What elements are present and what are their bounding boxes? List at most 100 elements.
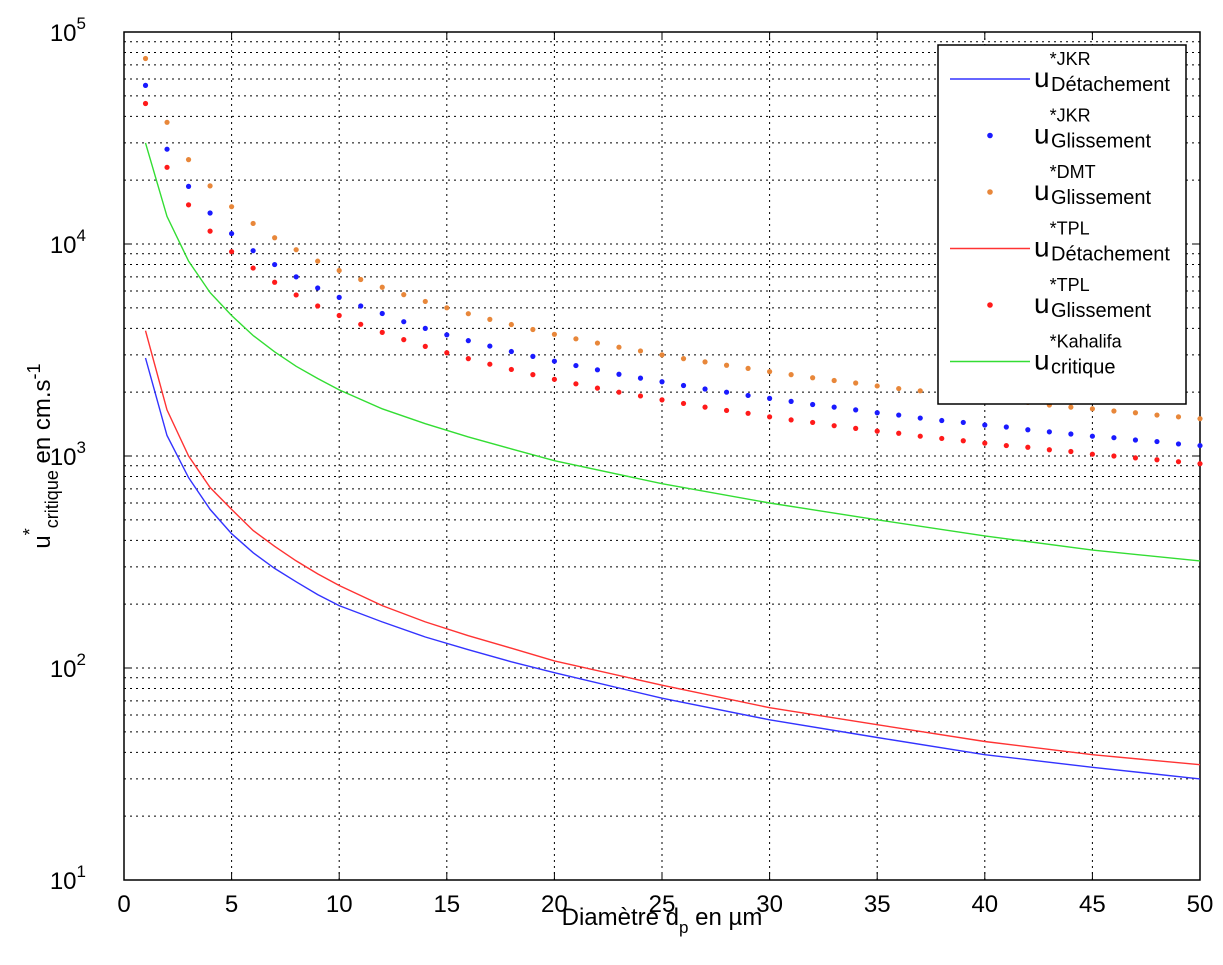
x-axis-label-tail: en µm xyxy=(688,904,762,931)
x-tick-label: 45 xyxy=(1079,891,1106,918)
data-point xyxy=(745,392,751,399)
series-3 xyxy=(144,330,1201,766)
x-tick-label: 30 xyxy=(756,891,783,918)
x-tick-label: 40 xyxy=(971,891,998,918)
data-point xyxy=(272,279,278,285)
data-point xyxy=(594,340,601,346)
legend-item: u*TPL Détachement xyxy=(950,219,1170,266)
series-layer xyxy=(142,55,1203,780)
data-point xyxy=(960,419,966,426)
legend-label: u*Kahalifa critique xyxy=(1034,332,1123,379)
data-point xyxy=(1197,416,1203,422)
data-point xyxy=(401,337,407,343)
data-point xyxy=(1111,453,1117,459)
data-point xyxy=(293,247,299,253)
data-point xyxy=(573,336,579,342)
data-point xyxy=(358,303,364,309)
data-point xyxy=(1025,427,1031,433)
data-point xyxy=(853,380,859,386)
data-point xyxy=(767,395,773,401)
data-point xyxy=(1111,408,1117,414)
data-point xyxy=(810,375,816,381)
data-point xyxy=(616,389,622,395)
legend-item: u*Kahalifa critique xyxy=(950,332,1123,379)
data-point xyxy=(788,417,794,423)
data-point xyxy=(702,404,708,410)
legend-swatch xyxy=(987,189,993,195)
data-point xyxy=(917,433,923,439)
data-point xyxy=(142,100,149,107)
legend-item: u*JKR Glissement xyxy=(987,106,1151,153)
data-point xyxy=(142,55,149,62)
data-point xyxy=(788,398,794,404)
data-point xyxy=(982,422,988,428)
x-tick-label: 50 xyxy=(1187,891,1214,918)
data-point xyxy=(1003,442,1009,449)
y-axis-label-exp: -1 xyxy=(24,363,44,379)
data-point xyxy=(1089,433,1095,439)
data-point xyxy=(1046,447,1052,453)
data-point xyxy=(917,415,923,421)
x-tick-label: 20 xyxy=(541,891,568,918)
data-point xyxy=(659,379,665,385)
x-axis-label-sub: p xyxy=(679,918,688,937)
data-point xyxy=(207,183,213,189)
data-point xyxy=(487,316,493,322)
data-point xyxy=(960,438,966,444)
data-point xyxy=(1154,457,1160,463)
data-point xyxy=(745,365,751,371)
data-point xyxy=(1132,437,1139,443)
series-5 xyxy=(144,142,1201,562)
data-point xyxy=(853,425,859,431)
data-point xyxy=(1068,448,1074,455)
data-point xyxy=(185,183,192,189)
data-point xyxy=(594,367,601,373)
data-point xyxy=(917,388,923,394)
data-point xyxy=(616,371,622,377)
data-point xyxy=(1154,438,1160,445)
data-point xyxy=(896,430,902,436)
data-point xyxy=(401,319,407,325)
data-point xyxy=(573,362,579,369)
x-tick-label: 15 xyxy=(433,891,460,918)
y-tick-label: 104 xyxy=(50,226,86,259)
data-point xyxy=(185,157,192,163)
data-point xyxy=(315,285,321,291)
data-point xyxy=(164,164,170,170)
data-point xyxy=(1132,410,1139,416)
series-line xyxy=(144,330,1201,766)
y-axis-label: u*critique en cm.s-1 xyxy=(20,363,62,548)
series-line xyxy=(144,357,1201,780)
legend-swatch xyxy=(987,132,993,139)
x-axis-label-main: Diamètre d xyxy=(562,904,679,931)
x-tick-label: 25 xyxy=(649,891,676,918)
data-point xyxy=(336,312,342,319)
y-axis-label-tail: en cm.s xyxy=(29,379,56,470)
data-point xyxy=(250,248,256,254)
data-point xyxy=(1197,461,1203,467)
data-point xyxy=(896,412,902,418)
x-tick-label: 35 xyxy=(864,891,891,918)
data-point xyxy=(164,146,170,152)
data-point xyxy=(831,377,837,384)
data-point xyxy=(444,305,450,311)
data-point xyxy=(164,119,170,125)
data-point xyxy=(487,343,493,349)
data-point xyxy=(680,400,687,407)
data-point xyxy=(831,423,837,429)
data-point xyxy=(315,303,321,309)
data-point xyxy=(250,265,256,271)
data-point xyxy=(1089,451,1095,457)
legend-label: u*JKR Glissement xyxy=(1034,106,1151,153)
data-point xyxy=(229,230,235,237)
data-point xyxy=(508,366,514,373)
series-0 xyxy=(144,357,1201,780)
data-point xyxy=(939,417,945,424)
data-point xyxy=(315,258,321,264)
data-point xyxy=(250,220,256,227)
data-point xyxy=(444,350,450,356)
series-1 xyxy=(142,82,1203,449)
x-axis-label: Diamètre dp en µm xyxy=(562,904,763,937)
legend-label: u*TPL Glissement xyxy=(1034,275,1151,322)
data-point xyxy=(508,321,514,328)
